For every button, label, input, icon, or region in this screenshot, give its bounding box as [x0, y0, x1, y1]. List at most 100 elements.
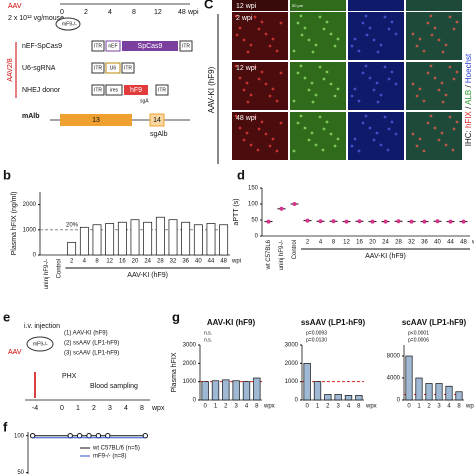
image [348, 112, 404, 160]
tick: 3 [108, 405, 112, 412]
gene: mAlb [22, 113, 40, 120]
itr [91, 62, 105, 74]
cell [299, 114, 303, 118]
dot [357, 219, 362, 224]
cell [249, 93, 253, 97]
x-tick-label: 4 [447, 404, 451, 410]
x-tick-label: 8 [255, 404, 259, 410]
annotation: p=0.0130 [306, 337, 327, 343]
bar [143, 221, 153, 256]
cell [375, 81, 379, 85]
row-label: 48 wpi [236, 115, 257, 122]
bar [313, 381, 322, 401]
panel-label: f [3, 419, 8, 434]
dot [435, 219, 440, 224]
cell [441, 50, 445, 54]
panel-label: d [237, 167, 245, 182]
x-tick-label: 4 [319, 240, 323, 246]
bar [222, 379, 230, 401]
x-tick-label: 16 [119, 259, 126, 265]
cell [307, 138, 311, 142]
bar [415, 377, 423, 401]
cell [318, 65, 322, 69]
cell [422, 49, 426, 53]
x-tick-label: 32 [408, 240, 415, 246]
annotation: p=0.0006 [408, 337, 429, 343]
dot [318, 219, 323, 224]
cell [375, 131, 379, 135]
bar [201, 381, 209, 401]
cell [333, 144, 337, 148]
ires: ires [110, 87, 119, 93]
itr: ITR [94, 87, 102, 93]
cell [455, 20, 459, 24]
y-tick-label: 1000 [23, 227, 37, 233]
cell [357, 99, 361, 103]
cell [444, 93, 448, 97]
bar [219, 224, 229, 256]
y-axis-label: aPTT (s) [233, 198, 240, 225]
cell [394, 32, 398, 36]
cell [390, 70, 394, 74]
cell [361, 121, 365, 125]
dot [370, 219, 375, 224]
cell [383, 65, 387, 69]
dot [292, 202, 297, 206]
x-tick-label: 0 [305, 404, 309, 410]
cell [368, 26, 372, 30]
stain: / [464, 83, 473, 90]
cell [364, 14, 368, 18]
y-tick-label: 100 [248, 202, 259, 208]
annotation: p<0.0001 [408, 330, 429, 336]
construct: nEF-SpCas9 [22, 43, 62, 50]
dot [383, 219, 388, 224]
unit: wpi [187, 9, 199, 16]
x-tick-label: 44 [447, 240, 454, 246]
panel-a: AAV 2 x 10¹² vg/mouse mF9-/- 0 2 4 8 12 … [7, 3, 199, 138]
y-tick-label: 1000 [183, 379, 197, 385]
cell [234, 64, 238, 68]
dot [266, 219, 271, 224]
mouse-label: mF9-/- [33, 341, 48, 347]
u6 [105, 62, 121, 74]
x-tick-label: 40 [434, 240, 441, 246]
y-tick-label: 0 [33, 253, 37, 259]
cas9: SpCas9 [138, 43, 163, 50]
mouse-label: mF9-/- [62, 21, 77, 27]
cell [325, 120, 329, 124]
x-tick-label: Control [57, 259, 63, 278]
image [290, 12, 346, 60]
x-tick-label: 48 [460, 240, 467, 246]
construct: NHEJ donor [22, 87, 61, 94]
cell [415, 44, 419, 48]
cell [300, 33, 304, 37]
image [348, 12, 404, 60]
cell [275, 99, 279, 103]
panel-label: g [172, 309, 180, 324]
itr: ITR [94, 65, 102, 71]
cell [234, 14, 238, 18]
cell [311, 100, 315, 104]
y-tick-label: 4000 [387, 376, 401, 382]
itr [91, 84, 105, 96]
cell [433, 76, 437, 80]
itr: ITR [124, 65, 132, 71]
bar [130, 219, 140, 256]
x-tick-label: 4 [245, 404, 249, 410]
panel-e: e i.v. injection AAV mF9-/- (1) AAV-KI (… [3, 309, 165, 411]
itr [155, 84, 169, 96]
x-tick-label: 12 [343, 240, 350, 246]
exon [60, 114, 132, 126]
construct: U6-sgRNA [22, 65, 56, 72]
x-tick-label: uninj hF9-/- [279, 240, 285, 270]
cell [364, 64, 368, 68]
x-tick-label: 8 [457, 404, 461, 410]
cell [235, 33, 239, 37]
cell [441, 100, 445, 104]
group: (2) ssAAV (LP1-hF9) [64, 341, 119, 347]
cell [455, 120, 459, 124]
x-tick-label: 3 [234, 404, 238, 410]
x-tick-label: 1 [316, 404, 320, 410]
cell [418, 87, 422, 91]
y-tick-label: 2000 [285, 361, 299, 367]
